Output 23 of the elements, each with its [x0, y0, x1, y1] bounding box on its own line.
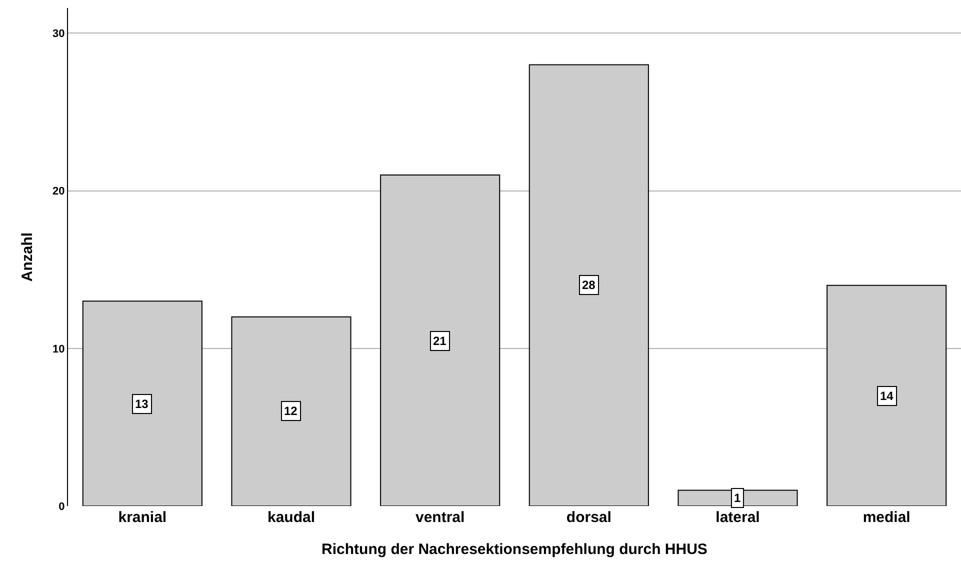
bar	[231, 316, 352, 506]
data-label: 28	[582, 278, 596, 292]
bar	[380, 174, 500, 506]
x-tick-label: ventral	[415, 509, 465, 526]
y-tick-label: 10	[52, 343, 65, 356]
y-tick-label: 20	[52, 186, 65, 198]
x-axis-title: Richtung der Nachresektionsempfehlung durch HHUS	[322, 541, 708, 558]
data-label: 1	[734, 491, 741, 505]
x-tick-label: dorsal	[566, 509, 612, 526]
y-axis-title: Anzahl	[18, 232, 36, 282]
x-tick-label: kranial	[118, 509, 167, 526]
x-tick-label: medial	[862, 509, 910, 526]
data-label: 21	[433, 334, 447, 348]
bar	[826, 284, 947, 506]
bar	[82, 300, 202, 506]
y-tick-label: 30	[52, 28, 65, 40]
bar	[528, 64, 649, 506]
x-tick-label: lateral	[716, 509, 760, 526]
data-label: 14	[880, 389, 894, 403]
data-label: 13	[135, 397, 149, 411]
y-tick-label: 0	[58, 500, 65, 513]
data-label: 12	[284, 404, 298, 418]
x-tick-label: kaudal	[267, 509, 316, 526]
